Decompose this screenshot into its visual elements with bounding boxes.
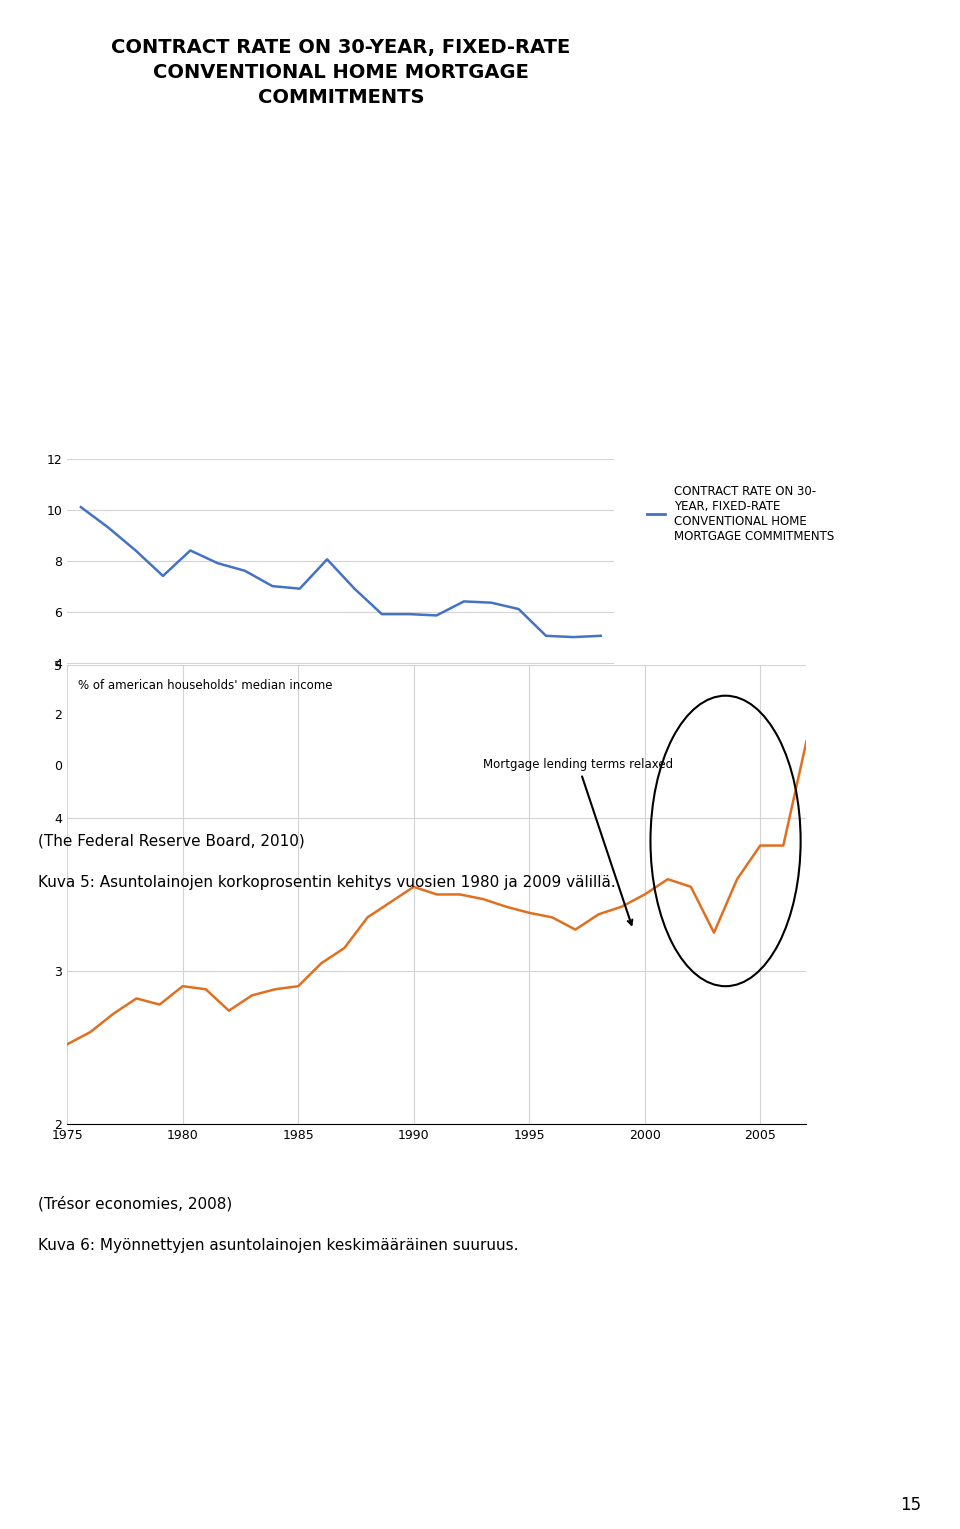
Text: CONTRACT RATE ON 30-YEAR, FIXED-RATE
CONVENTIONAL HOME MORTGAGE
COMMITMENTS: CONTRACT RATE ON 30-YEAR, FIXED-RATE CON… <box>111 38 570 107</box>
Text: 15: 15 <box>900 1495 922 1514</box>
Text: % of american households' median income: % of american households' median income <box>79 679 333 693</box>
Text: Mortgage lending terms relaxed: Mortgage lending terms relaxed <box>483 758 673 925</box>
Text: Kuva 5: Asuntolainojen korkoprosentin kehitys vuosien 1980 ja 2009 välillä.: Kuva 5: Asuntolainojen korkoprosentin ke… <box>38 875 616 890</box>
Text: Kuva 6: Myönnettyjen asuntolainojen keskimääräinen suuruus.: Kuva 6: Myönnettyjen asuntolainojen kesk… <box>38 1238 519 1254</box>
Legend: CONTRACT RATE ON 30-
YEAR, FIXED-RATE
CONVENTIONAL HOME
MORTGAGE COMMITMENTS: CONTRACT RATE ON 30- YEAR, FIXED-RATE CO… <box>642 480 839 547</box>
Text: (Trésor economies, 2008): (Trésor economies, 2008) <box>38 1196 232 1211</box>
Text: (The Federal Reserve Board, 2010): (The Federal Reserve Board, 2010) <box>38 833 305 849</box>
